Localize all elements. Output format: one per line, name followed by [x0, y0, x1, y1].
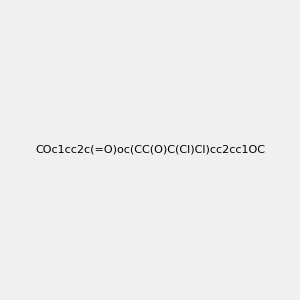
Text: COc1cc2c(=O)oc(CC(O)C(Cl)Cl)cc2cc1OC: COc1cc2c(=O)oc(CC(O)C(Cl)Cl)cc2cc1OC	[35, 145, 265, 155]
